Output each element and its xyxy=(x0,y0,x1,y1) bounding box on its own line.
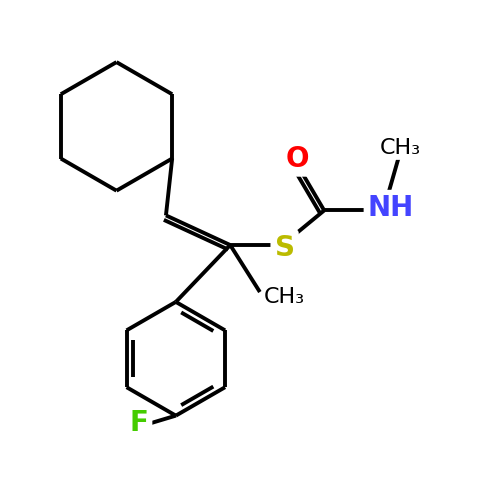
Text: O: O xyxy=(285,144,308,172)
Text: CH₃: CH₃ xyxy=(264,287,305,307)
Text: F: F xyxy=(130,409,148,437)
Text: NH: NH xyxy=(368,194,414,222)
Text: S: S xyxy=(274,234,294,262)
Text: CH₃: CH₃ xyxy=(380,138,422,158)
